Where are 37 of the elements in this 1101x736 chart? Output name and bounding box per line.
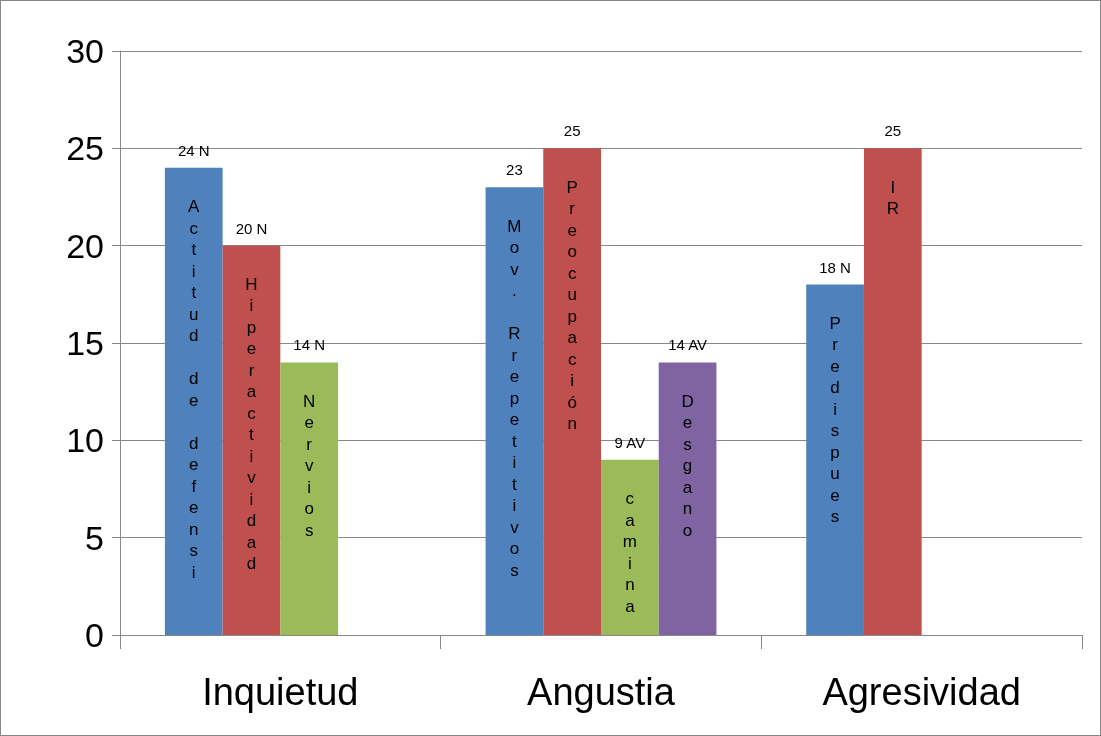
x-tick-label: Angustia (527, 671, 676, 713)
y-tick-label: 25 (66, 129, 104, 168)
bar (280, 362, 339, 635)
y-tick-label: 30 (66, 32, 104, 70)
data-label: 9 AV (614, 433, 646, 451)
annotation: IR (886, 177, 899, 219)
bar (222, 245, 281, 635)
y-tick-label: 20 (66, 226, 104, 265)
text: Actitud de defensi (188, 197, 200, 582)
data-label: 14 AV (668, 336, 708, 354)
text: Preocupación (566, 177, 578, 434)
bar (543, 148, 601, 635)
y-tick-label: 15 (66, 324, 104, 362)
annotation: Nervios (303, 391, 316, 540)
annotation: camina (622, 489, 637, 616)
bar (863, 148, 922, 635)
bar (485, 187, 544, 635)
text: Hiperactividad (245, 274, 258, 574)
text: Mov. Rrepetitivos (507, 216, 522, 580)
bar (806, 284, 864, 635)
data-label: 25 (563, 122, 581, 140)
data-label: 25 (884, 122, 902, 140)
bar (658, 362, 717, 635)
y-tick-label: 0 (85, 616, 104, 654)
y-tick-label: 10 (66, 421, 104, 460)
bar (164, 167, 223, 635)
y-tick-label: 5 (85, 518, 104, 557)
bar (601, 459, 659, 635)
annotation: Desgano (681, 391, 694, 540)
x-tick-label: Inquietud (202, 671, 359, 713)
data-label: 23 (506, 161, 523, 179)
text: Predispues (829, 313, 841, 527)
x-tick-label: Agresividad (822, 671, 1021, 713)
data-label: 14 N (293, 336, 326, 354)
data-label: 24 N (177, 141, 210, 159)
data-label: 18 N (819, 258, 851, 276)
data-label: 20 N (235, 219, 268, 237)
